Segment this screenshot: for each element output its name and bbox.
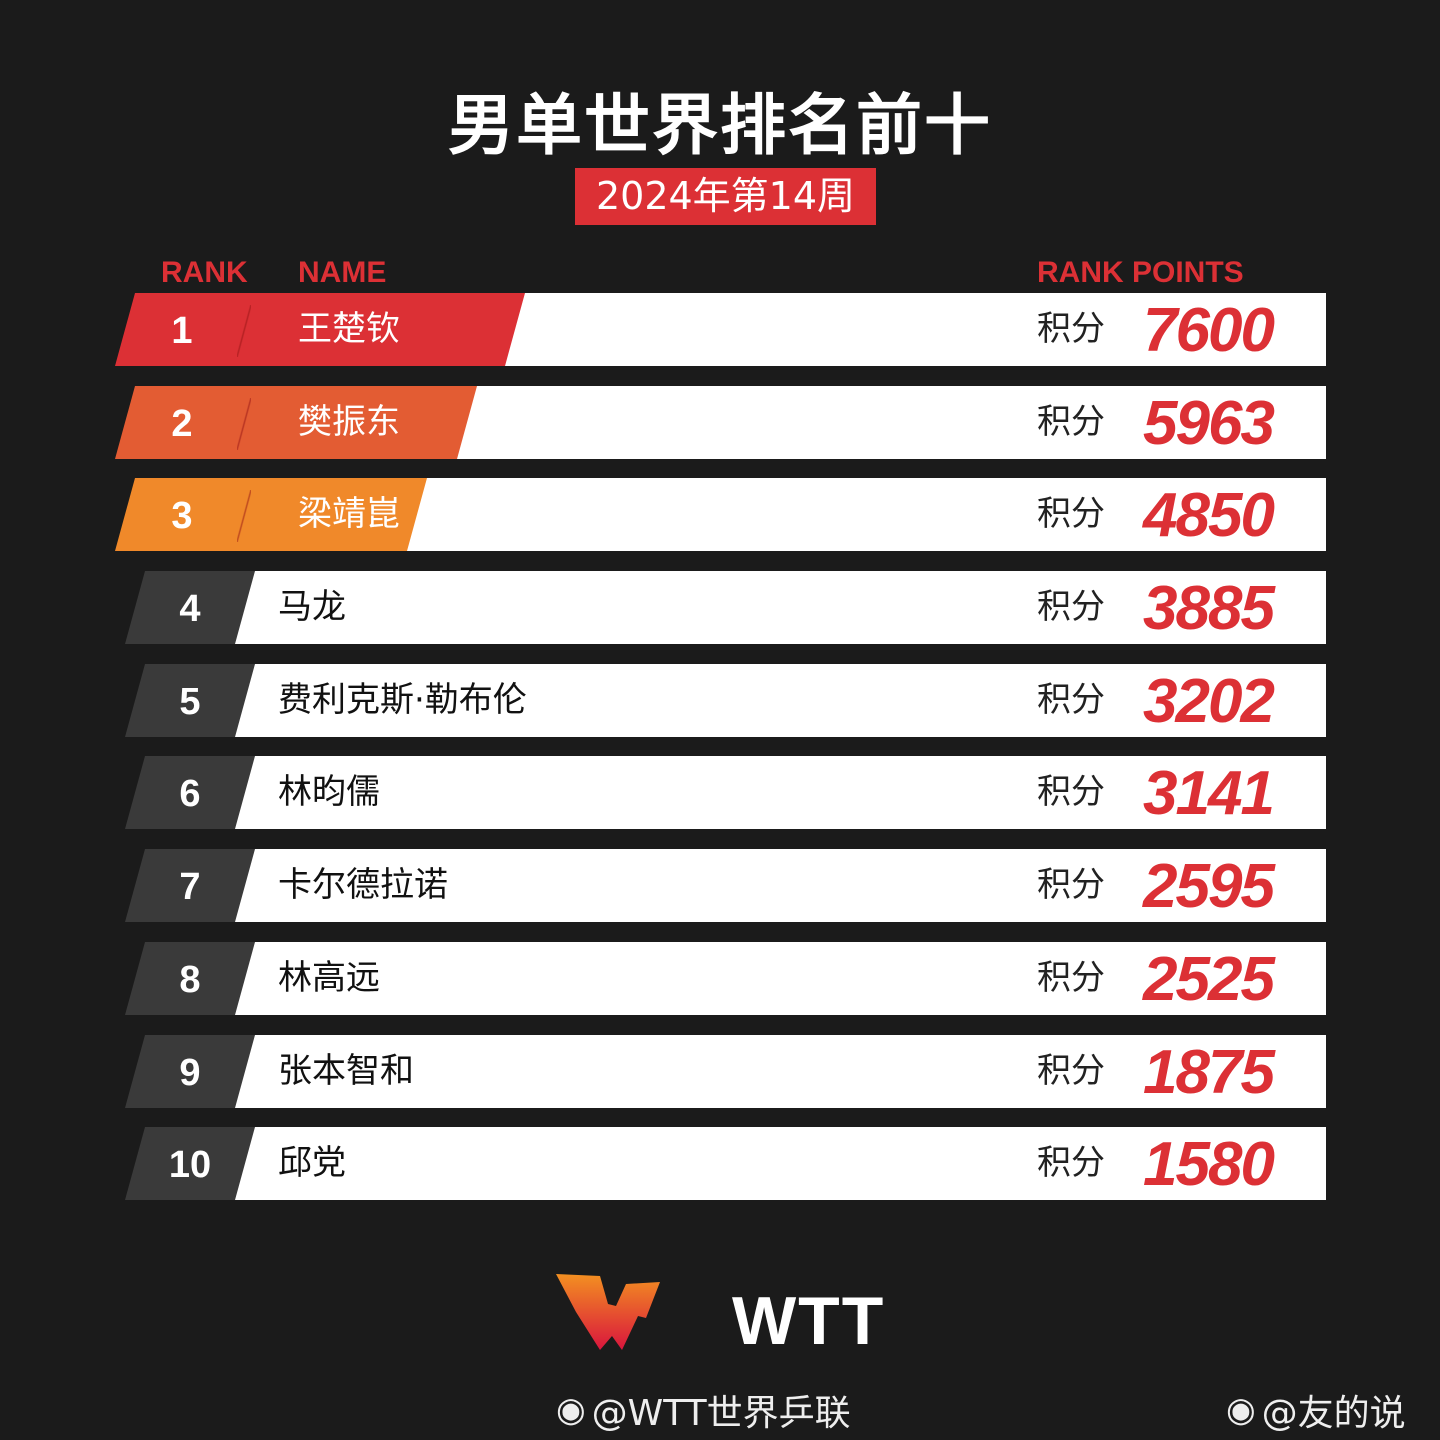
rank-number: 10	[168, 1144, 212, 1186]
rank-highlight	[115, 293, 525, 366]
rank-points: 5963	[1143, 389, 1275, 458]
points-label: 积分	[1037, 772, 1105, 812]
points-label: 积分	[1037, 680, 1105, 720]
row-background	[200, 849, 1326, 922]
row-background	[200, 756, 1326, 829]
rank-number: 8	[179, 959, 201, 1001]
rank-block	[125, 756, 255, 829]
ranking-row: 1 王楚钦 积分 7600	[0, 293, 1440, 366]
player-name: 梁靖崑	[298, 494, 400, 534]
player-name: 卡尔德拉诺	[278, 865, 448, 905]
row-background	[200, 1035, 1326, 1108]
points-label: 积分	[1037, 958, 1105, 998]
rank-number: 2	[171, 403, 193, 445]
points-label: 积分	[1037, 1143, 1105, 1183]
ranking-row: 3 梁靖崑 积分 4850	[0, 478, 1440, 551]
rank-points: 3141	[1143, 759, 1275, 828]
rank-block	[125, 849, 255, 922]
player-name: 林昀儒	[278, 772, 380, 812]
ranking-row: 9 张本智和 积分 1875	[0, 1035, 1440, 1108]
rank-points: 2525	[1143, 945, 1275, 1014]
rank-block	[125, 664, 255, 737]
weibo-icon: ◉	[1226, 1390, 1256, 1430]
rank-points: 3885	[1143, 574, 1275, 643]
wtt-logo-text: WTT	[732, 1283, 886, 1359]
rank-number: 3	[171, 495, 193, 537]
player-name: 林高远	[278, 958, 380, 998]
rank-number: 9	[179, 1052, 201, 1094]
rank-points: 1875	[1143, 1038, 1275, 1107]
points-label: 积分	[1037, 309, 1105, 349]
rank-points: 3202	[1143, 667, 1275, 736]
row-background	[200, 942, 1326, 1015]
ranking-row: 7 卡尔德拉诺 积分 2595	[0, 849, 1440, 922]
rank-points: 1580	[1143, 1130, 1275, 1199]
points-label: 积分	[1037, 587, 1105, 627]
wtt-logo	[556, 1274, 660, 1350]
ranking-row: 2 樊振东 积分 5963	[0, 386, 1440, 459]
points-label: 积分	[1037, 402, 1105, 442]
rank-highlight	[115, 386, 477, 459]
page-title: 男单世界排名前十	[448, 87, 992, 164]
rank-number: 6	[179, 773, 201, 815]
rank-block	[125, 942, 255, 1015]
row-background	[200, 664, 1326, 737]
separator	[237, 398, 251, 450]
rank-block	[125, 1127, 255, 1200]
ranking-row: 10 邱党 积分 1580	[0, 1127, 1440, 1200]
separator	[237, 305, 251, 357]
watermark-author: ◉ @友的说	[1226, 1390, 1406, 1434]
player-name: 张本智和	[278, 1051, 414, 1091]
rank-points: 7600	[1143, 296, 1275, 365]
week-badge: 2024年第14周	[575, 168, 876, 225]
header-rank: RANK	[161, 256, 248, 289]
points-label: 积分	[1037, 494, 1105, 534]
player-name: 邱党	[278, 1143, 346, 1183]
watermark-wtt: ◉ @WTT世界乒联	[556, 1390, 851, 1434]
weibo-icon: ◉	[556, 1390, 586, 1430]
ranking-row: 4 马龙 积分 3885	[0, 571, 1440, 644]
rank-block	[125, 1035, 255, 1108]
header-points: RANK POINTS	[1037, 256, 1244, 289]
rank-number: 7	[179, 866, 201, 908]
rank-points: 4850	[1143, 481, 1275, 550]
player-name: 樊振东	[298, 402, 400, 442]
points-label: 积分	[1037, 1051, 1105, 1091]
ranking-row: 5 费利克斯·勒布伦 积分 3202	[0, 664, 1440, 737]
ranking-row: 6 林昀儒 积分 3141	[0, 756, 1440, 829]
rank-number: 4	[179, 588, 201, 630]
header-name: NAME	[298, 256, 387, 289]
points-label: 积分	[1037, 865, 1105, 905]
row-background	[200, 571, 1326, 644]
player-name: 王楚钦	[298, 309, 400, 349]
rank-points: 2595	[1143, 852, 1275, 921]
player-name: 马龙	[278, 587, 346, 627]
rank-highlight	[115, 478, 427, 551]
player-name: 费利克斯·勒布伦	[278, 680, 527, 720]
rank-number: 1	[171, 310, 193, 352]
rank-number: 5	[179, 681, 201, 723]
separator	[237, 490, 251, 542]
ranking-row: 8 林高远 积分 2525	[0, 942, 1440, 1015]
row-background	[200, 1127, 1326, 1200]
rank-block	[125, 571, 255, 644]
